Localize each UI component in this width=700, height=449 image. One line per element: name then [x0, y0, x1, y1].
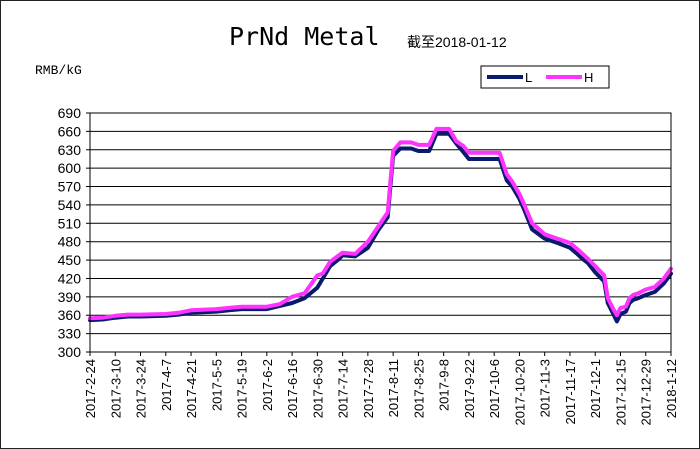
- x-tick-label: 2017-12-29: [639, 359, 654, 426]
- x-tick-label: 2017-11-17: [563, 359, 578, 425]
- gridlines: [90, 130, 671, 335]
- x-tick-label: 2018-1-12: [664, 359, 679, 418]
- x-tick-label: 2017-4-7: [159, 359, 174, 411]
- x-tick-label: 2017-4-21: [184, 359, 199, 418]
- legend-label-L: L: [525, 70, 532, 85]
- x-axis-ticks: 2017-2-24 2017-3-10 2017-3-24 2017-4-7 2017-…: [83, 352, 679, 426]
- x-tick-label: 2017-7-28: [361, 359, 376, 418]
- x-tick-label: 2017-12-1: [588, 359, 603, 418]
- y-tick-label: 420: [58, 270, 82, 286]
- x-tick-label: 2017-7-14: [336, 359, 351, 418]
- y-tick-label: 540: [58, 197, 82, 213]
- y-tick-label: 600: [58, 160, 82, 176]
- x-tick-label: 2017-10-20: [512, 359, 527, 426]
- y-tick-label: 630: [58, 142, 82, 158]
- legend-label-H: H: [584, 70, 593, 85]
- y-tick-label: 360: [58, 307, 82, 323]
- y-axis-label: RMB/kG: [35, 63, 82, 78]
- x-tick-label: 2017-9-8: [437, 359, 452, 411]
- x-tick-label: 2017-3-10: [108, 359, 123, 418]
- y-tick-label: 390: [58, 289, 82, 305]
- x-tick-label: 2017-6-2: [260, 359, 275, 411]
- y-tick-label: 330: [58, 326, 82, 342]
- series-line-H: [88, 126, 673, 321]
- x-tick-label: 2017-5-19: [235, 359, 250, 418]
- x-tick-label: 2017-8-25: [411, 359, 426, 418]
- x-tick-label: 2017-5-5: [209, 359, 224, 411]
- y-tick-label: 570: [58, 179, 82, 195]
- x-tick-label: 2017-10-6: [487, 359, 502, 418]
- x-tick-label: 2017-11-3: [538, 359, 553, 417]
- x-tick-label: 2017-2-24: [83, 359, 98, 418]
- y-tick-label: 450: [58, 252, 82, 268]
- series-line-L: [88, 131, 673, 324]
- y-tick-label: 480: [58, 234, 82, 250]
- y-tick-label: 660: [58, 123, 82, 139]
- plot-area-border: [89, 112, 672, 353]
- y-tick-label: 510: [58, 215, 82, 231]
- x-tick-label: 2017-6-16: [285, 359, 300, 418]
- y-axis-ticks: 300 330 360 390 420 450 480 510 540 570 600 630 660 6…: [58, 105, 90, 360]
- x-tick-label: 2017-3-24: [134, 359, 149, 418]
- x-tick-label: 2017-12-15: [613, 359, 628, 426]
- x-tick-label: 2017-6-30: [310, 359, 325, 418]
- series-lines: [88, 126, 673, 324]
- y-tick-label: 690: [58, 105, 82, 121]
- chart-subtitle: 截至2018-01-12: [407, 34, 507, 50]
- x-tick-label: 2017-9-22: [462, 359, 477, 418]
- x-tick-label: 2017-8-11: [386, 359, 401, 417]
- legend-box: [480, 65, 610, 89]
- chart-title: PrNd Metal: [229, 22, 380, 51]
- y-tick-label: 300: [58, 344, 82, 360]
